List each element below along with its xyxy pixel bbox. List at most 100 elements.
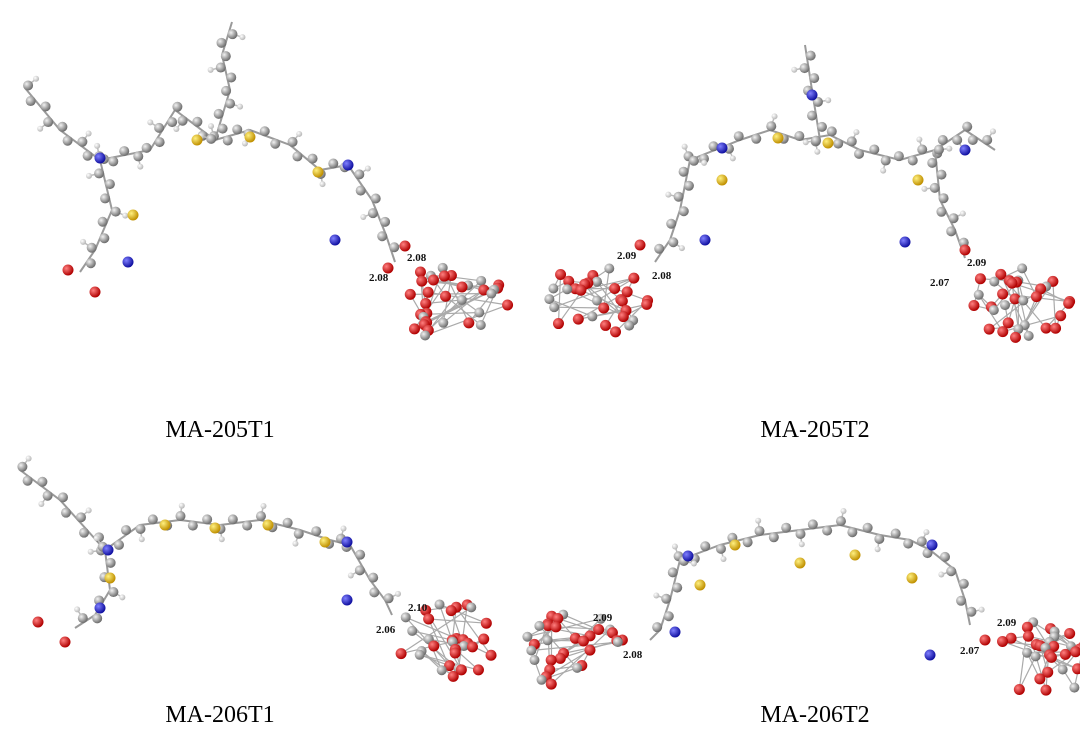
atom [23,476,33,486]
atom [292,151,302,161]
atom [214,109,224,119]
labels: MA-205T12.082.08MA-205T22.092.082.092.07… [165,250,1016,728]
atom [628,273,639,284]
atom [1017,263,1027,273]
atom [624,321,634,331]
atom [179,503,185,509]
atom [811,136,821,146]
atom [979,607,985,613]
atom [294,529,304,539]
atom [836,516,846,526]
atom [946,566,956,576]
atom [808,519,818,529]
atom [98,217,108,227]
atom [428,640,439,651]
atom [175,511,185,521]
atom [584,645,595,656]
atom [691,560,697,566]
atom [328,159,338,169]
atom [86,130,92,136]
atom [766,121,776,131]
atom [147,119,153,125]
atom [283,518,293,528]
atom [355,550,365,560]
atom [927,540,938,551]
atom [666,219,676,229]
atom [405,289,416,300]
atom [664,611,674,621]
atom [689,156,699,166]
atom [604,263,614,273]
bond-length: 2.10 [408,602,428,614]
atom [743,537,753,547]
atom [668,567,678,577]
atom [803,139,809,145]
atom [83,151,93,161]
atom [360,214,366,220]
atom [823,138,834,149]
atom [923,529,929,535]
atom [880,168,886,174]
atom [476,276,486,286]
atom [1060,649,1071,660]
atom [1014,684,1025,695]
atom [946,146,952,152]
atom [700,541,710,551]
atom [122,213,128,219]
atom [396,648,407,659]
atom [106,558,116,568]
atom [343,160,354,171]
atom [966,607,976,617]
atom [548,283,558,293]
atom [108,587,118,597]
atom [661,594,671,604]
atom [960,145,971,156]
atom [791,67,797,73]
atom [881,156,891,166]
atom [365,166,371,172]
atom [679,206,689,216]
atom [86,507,92,513]
atom [874,534,884,544]
atom [847,527,857,537]
atom [891,529,901,539]
atom [800,63,810,73]
atom [154,123,164,133]
atom [907,573,918,584]
atom [57,122,67,132]
atom [1040,685,1051,696]
atom [1031,651,1041,661]
atom [188,521,198,531]
atom [730,155,736,161]
atom [587,311,597,321]
atom [772,113,778,119]
atom [473,664,484,675]
atom [600,320,611,331]
atom [968,300,979,311]
atom [192,135,203,146]
atom [135,524,145,534]
atom [74,606,80,612]
atom [100,193,110,203]
panel-label: MA-206T2 [760,702,869,728]
atom [921,186,927,192]
atom [553,318,564,329]
atom [111,207,121,217]
atom [86,258,96,268]
bond-length: 2.09 [617,250,637,262]
atom [806,51,816,61]
atom [769,532,779,542]
atom [960,245,971,256]
atom [256,511,266,521]
atom [543,635,553,645]
atom [799,541,805,547]
atom [63,136,73,146]
atom [260,126,270,136]
atom [847,136,857,146]
atom [809,73,819,83]
atom [562,284,572,294]
atom [833,139,843,149]
atom [173,126,179,132]
atom [652,622,662,632]
atom [128,210,139,221]
